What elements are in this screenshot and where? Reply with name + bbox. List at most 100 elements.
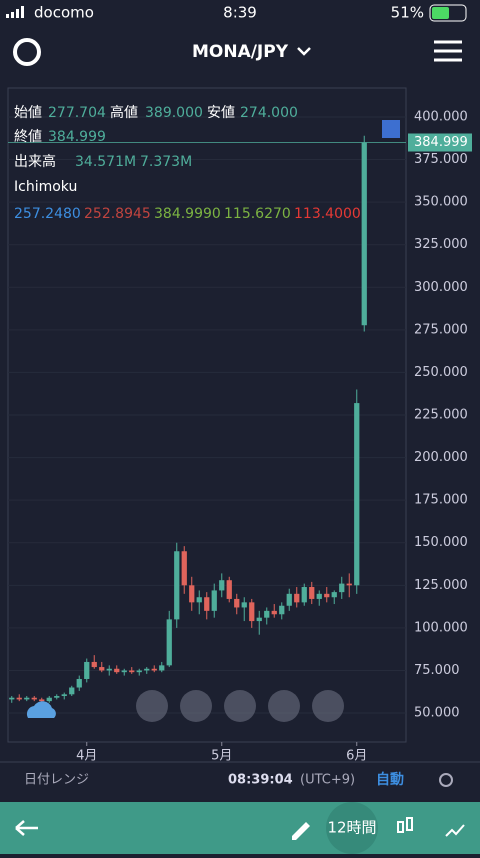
- y-tick-label: 75.000: [414, 663, 460, 678]
- candle-body: [61, 694, 67, 697]
- y-tick-label: 125.000: [414, 578, 468, 593]
- candle-body: [159, 665, 165, 671]
- battery-percent: 51%: [391, 4, 424, 22]
- candle-body: [309, 587, 315, 599]
- settings[interactable]: [439, 773, 453, 787]
- candle-body: [166, 619, 172, 666]
- candle-body: [181, 551, 187, 586]
- candle-body: [294, 593, 300, 603]
- candle-body: [76, 678, 82, 688]
- candle-body: [69, 687, 75, 695]
- last-price-label: 384.999: [414, 135, 468, 150]
- close-label: 終値: [14, 129, 42, 145]
- y-tick-label: 50.000: [414, 706, 460, 721]
- indicator-value: 115.6270: [224, 206, 291, 222]
- y-tick-label: 400.000: [414, 109, 468, 124]
- y-tick-label: 100.000: [414, 620, 468, 635]
- scroll-left[interactable]: [136, 690, 168, 722]
- candle-body: [219, 580, 225, 591]
- candle-body: [271, 610, 277, 615]
- toolbar: [0, 802, 480, 854]
- y-tick-label: 175.000: [414, 493, 468, 508]
- scroll-right[interactable]: [312, 690, 344, 722]
- y-tick-label: 300.000: [414, 280, 468, 295]
- candle-body: [31, 697, 37, 700]
- candle-body: [136, 670, 142, 673]
- candle-body: [39, 699, 45, 702]
- zoom-out[interactable]: [180, 690, 212, 722]
- logo[interactable]: [13, 38, 41, 66]
- y-tick-label: 350.000: [414, 195, 468, 210]
- auto-scale[interactable]: 自動: [376, 771, 404, 788]
- chart-nav: [136, 690, 344, 722]
- x-tick-label: 6月: [346, 749, 367, 764]
- reset[interactable]: [224, 690, 256, 722]
- candle-body: [99, 667, 105, 671]
- y-tick-label: 225.000: [414, 408, 468, 423]
- candle-body: [354, 403, 360, 586]
- clock: 8:39: [223, 4, 257, 22]
- y-tick-label: 200.000: [414, 450, 468, 465]
- candle-body: [189, 585, 195, 603]
- chart-type[interactable]: [397, 817, 413, 833]
- candle-body: [256, 617, 262, 622]
- y-tick-label: 250.000: [414, 365, 468, 380]
- volume-value: 34.571M: [75, 154, 136, 170]
- candle-body: [211, 590, 217, 611]
- candle-body: [114, 668, 120, 673]
- close-value: 384.999: [48, 129, 106, 145]
- candle-body: [196, 597, 202, 603]
- candle-body: [234, 598, 240, 608]
- pair-selector[interactable]: MONA/JPY: [192, 42, 289, 62]
- candle-body: [144, 668, 150, 671]
- candle-body: [241, 602, 247, 608]
- candle-body: [16, 697, 22, 700]
- candle-body: [174, 551, 180, 620]
- battery-level: [432, 7, 449, 19]
- candle-body: [84, 661, 90, 679]
- y-tick-label: 275.000: [414, 322, 468, 337]
- candle-body: [54, 696, 60, 698]
- candle-body: [264, 610, 270, 618]
- candle-body: [129, 670, 135, 673]
- interval-button[interactable]: [326, 802, 378, 854]
- plot: [8, 116, 406, 746]
- candle-body: [301, 587, 307, 603]
- y-tick-label: 150.000: [414, 535, 468, 550]
- timezone: (UTC+9): [300, 773, 355, 788]
- legend: 始値 277.704 高値 389.000 安値 274.000 終値 384.…: [14, 104, 361, 222]
- candle-body: [106, 668, 112, 671]
- y-tick-label: 375.000: [414, 152, 468, 167]
- draw-tool[interactable]: [292, 822, 310, 840]
- last-price-box: [408, 133, 472, 152]
- cloud-icon: [26, 701, 56, 718]
- candle-body: [316, 593, 322, 599]
- x-tick-label: 4月: [76, 749, 97, 764]
- candle-body: [151, 668, 157, 671]
- zoom-in[interactable]: [268, 690, 300, 722]
- back[interactable]: [15, 820, 38, 836]
- menu[interactable]: [434, 40, 462, 62]
- high-value: 389.000: [145, 105, 203, 121]
- indicator-name: Ichimoku: [14, 179, 77, 195]
- date-range[interactable]: 日付レンジ: [24, 773, 89, 788]
- indicators[interactable]: [445, 824, 465, 837]
- interval[interactable]: 12時間: [327, 819, 376, 837]
- carrier: docomo: [34, 4, 94, 22]
- candle-body: [9, 697, 15, 700]
- y-tick-label: 325.000: [414, 237, 468, 252]
- volume-value: 7.373M: [140, 154, 192, 170]
- scale-toggle[interactable]: [382, 120, 400, 138]
- open-label: 始値: [14, 105, 42, 121]
- candle-body: [24, 697, 30, 700]
- high-label: 高値: [110, 104, 138, 121]
- indicator-value: 384.9990: [154, 206, 221, 222]
- x-tick-label: 5月: [211, 749, 232, 764]
- open-value: 277.704: [48, 105, 106, 121]
- candle-body: [121, 670, 127, 673]
- dropdown-arrow[interactable]: [297, 47, 311, 56]
- candle-body: [279, 605, 285, 615]
- indicator-value: 252.8945: [84, 206, 151, 222]
- candle-body: [204, 597, 210, 611]
